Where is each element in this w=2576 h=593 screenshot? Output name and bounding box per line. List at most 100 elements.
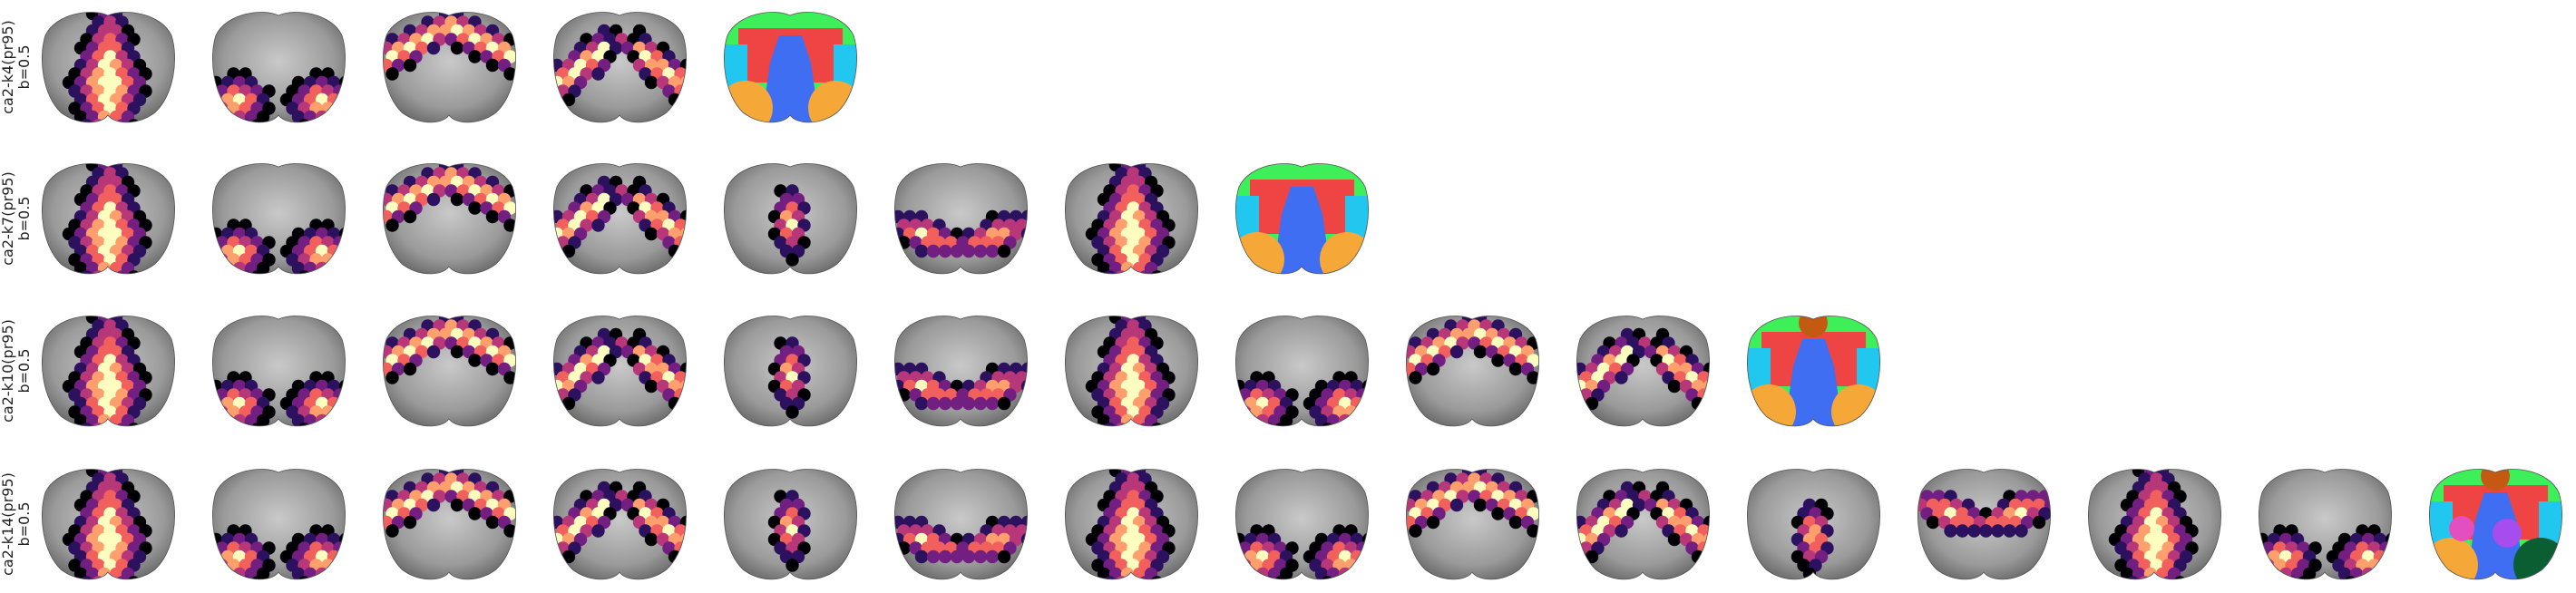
activation-cell (1235, 549, 1246, 564)
activation-cell (1709, 559, 1710, 572)
activation-cell (450, 192, 464, 207)
brain-content (1065, 316, 1198, 426)
activation-cell (2373, 567, 2387, 579)
activation-cell (1344, 576, 1358, 579)
row-title: ca2-k14(pr95) (0, 472, 16, 576)
activation-cell (385, 524, 399, 538)
brain-content (894, 469, 1028, 579)
activation-cell (333, 270, 346, 274)
activation-cell (250, 270, 264, 274)
activation-cell (1709, 541, 1710, 555)
activation-cell (485, 209, 500, 224)
brain-content (724, 316, 857, 426)
activation-cell (1344, 423, 1358, 426)
activation-cell (450, 498, 464, 512)
activation-cell (2385, 549, 2392, 564)
brain-map (552, 469, 688, 580)
activation-cell (227, 270, 240, 274)
activation-cell (212, 413, 223, 426)
activation-cell (1127, 576, 1140, 579)
brain-edge (1746, 469, 1881, 580)
activation-cell (220, 110, 235, 122)
activation-cell (426, 192, 441, 207)
activation-cell (679, 396, 687, 411)
activation-cell (1103, 423, 1117, 426)
activation-cell (2385, 567, 2392, 579)
activation-cell (2379, 576, 2392, 579)
activation-cell (686, 67, 687, 81)
activation-cell (2361, 567, 2376, 579)
activation-cell (686, 253, 687, 267)
activation-cell (468, 354, 482, 367)
brain-edge (211, 163, 346, 275)
activation-cell (345, 388, 346, 402)
cluster-region (1831, 384, 1880, 426)
activation-cell (468, 507, 482, 520)
row-subtitle: b=0.5 (15, 196, 33, 240)
row-label: ca2-k10(pr95) b=0.5 (0, 319, 33, 423)
activation-cell (1027, 524, 1028, 538)
activation-cell (686, 219, 687, 232)
activation-cell (215, 559, 229, 572)
activation-cell (1473, 345, 1488, 359)
activation-cell (1250, 576, 1264, 579)
activation-cell (926, 244, 941, 258)
brain-map (1234, 469, 1370, 580)
brain-edge (1234, 316, 1370, 427)
activation-cell (1409, 371, 1422, 384)
brain-content (724, 469, 857, 579)
activation-cell (1944, 524, 1957, 538)
activation-cell (926, 396, 941, 411)
brain-edge (41, 163, 176, 275)
activation-cell (345, 541, 346, 555)
cluster-region (2449, 516, 2474, 541)
brain-map (211, 163, 346, 275)
activation-cell (212, 261, 223, 274)
activation-cell (938, 244, 952, 258)
activation-cell (644, 75, 659, 90)
activation-cell (686, 84, 687, 98)
activation-cell (1356, 405, 1369, 419)
cluster-region (1747, 384, 1796, 426)
brain-map (1064, 316, 1199, 427)
activation-cell (938, 549, 952, 564)
row-subtitle: b=0.5 (15, 501, 33, 546)
activation-cell (468, 201, 482, 215)
activation-cell (403, 362, 417, 376)
activation-cell (1127, 270, 1140, 274)
brain-edge (211, 12, 346, 123)
row-label: ca2-k4(pr95) b=0.5 (0, 20, 33, 114)
activation-cell (561, 244, 576, 258)
activation-cell (97, 413, 112, 426)
activation-cell (1356, 559, 1369, 572)
activation-cell (1027, 371, 1028, 384)
activation-cell (1615, 524, 1628, 538)
activation-cell (333, 576, 346, 579)
activation-cell (1368, 388, 1369, 402)
activation-cell (1426, 515, 1440, 530)
activation-cell (1585, 549, 1599, 564)
brain-map (41, 12, 176, 123)
activation-cell (1991, 524, 2005, 538)
activation-cell (232, 413, 247, 426)
cluster-region (1273, 187, 1332, 274)
activation-cell (1356, 423, 1369, 426)
activation-cell (485, 515, 500, 530)
cluster-map (1234, 163, 1370, 275)
activation-cell (2297, 576, 2310, 579)
activation-cell (997, 244, 1011, 258)
brain-map (2258, 469, 2393, 580)
activation-cell (345, 559, 346, 572)
activation-cell (973, 549, 988, 564)
activation-cell (2391, 541, 2392, 555)
brain-map (41, 163, 176, 275)
activation-cell (333, 253, 346, 267)
activation-cell (103, 576, 117, 579)
activation-cell (914, 244, 929, 258)
activation-cell (333, 102, 346, 115)
activation-cell (309, 119, 323, 122)
activation-cell (1103, 270, 1117, 274)
activation-cell (315, 261, 329, 274)
activation-cell (985, 244, 1000, 258)
brain-content (1235, 163, 1369, 274)
